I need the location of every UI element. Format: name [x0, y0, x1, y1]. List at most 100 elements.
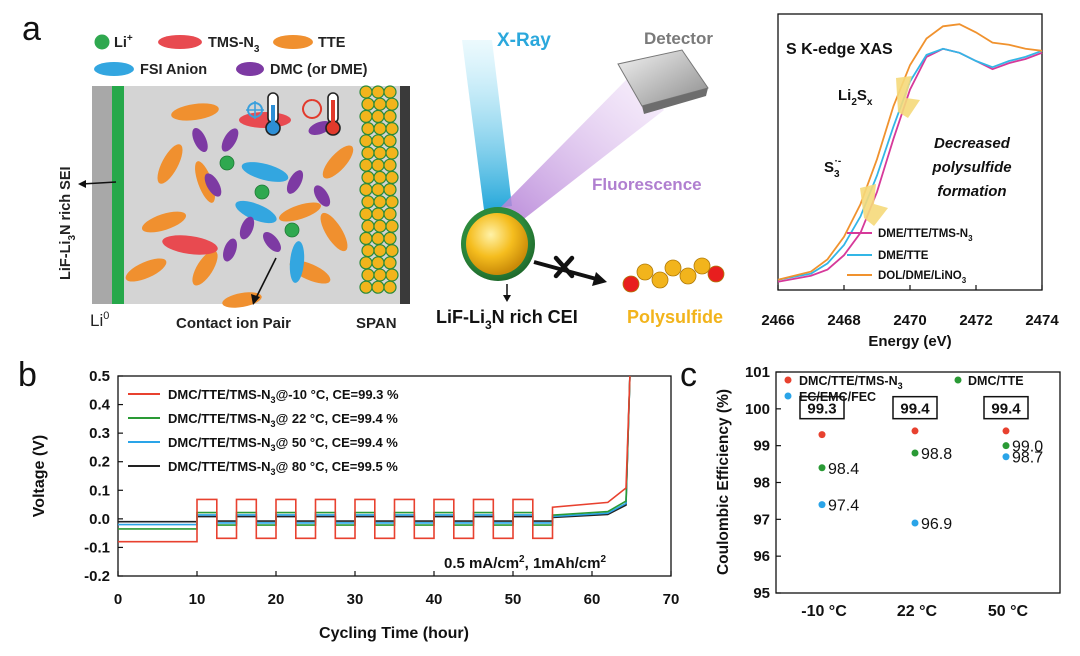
- panel-label-b: b: [18, 356, 37, 394]
- span-particle: [385, 195, 399, 209]
- voltage-xlabel: Cycling Time (hour): [319, 625, 469, 642]
- tte-molecule-icon: [273, 35, 313, 49]
- solvent-molecule: [278, 202, 322, 222]
- ce-point: [911, 449, 919, 457]
- xray-beam: [462, 40, 512, 210]
- ce-points: 99.3 99.4 99.4 98.4 98.8 99.0 97.4 96.9 98.7: [799, 395, 1043, 533]
- voltage-y-tick-label: -0.2: [84, 568, 110, 585]
- cold-thermometer-icon: [246, 92, 281, 136]
- span-particle: [371, 109, 385, 124]
- li-ion-icon: [94, 34, 110, 50]
- span-particle: [371, 256, 385, 270]
- span-label: SPAN: [356, 315, 397, 332]
- xas-legend-3: DOL/DME/LiNO3: [878, 270, 967, 285]
- span-particle: [361, 146, 375, 160]
- voltage-legend: DMC/TTE/TMS-N3@-10 °C, CE=99.3 % DMC/TTE/…: [128, 387, 399, 477]
- ce-y-tick-label: 95: [753, 585, 770, 602]
- polysulfide-label: Polysulfide: [627, 307, 723, 327]
- polysulfide-molecule: [622, 257, 725, 293]
- xray-label: X-Ray: [497, 30, 551, 51]
- xas-tick-label: 2474: [1025, 312, 1059, 329]
- span-particle: [359, 280, 373, 294]
- ce-legend-dot-3: [784, 392, 792, 400]
- ce-y-tick-label: 100: [745, 401, 770, 418]
- sei-arrowhead: [78, 180, 86, 188]
- polysulfide-atom: [679, 267, 697, 285]
- span-particle: [373, 244, 387, 258]
- solvent-molecule: [322, 145, 354, 179]
- sei-layer: [112, 86, 124, 304]
- ce-y-tick-label: 98: [753, 475, 770, 492]
- span-particle: [383, 158, 397, 172]
- polysulfide-atom: [693, 257, 711, 275]
- voltage-x-tick-label: 70: [663, 591, 680, 608]
- span-particle: [371, 231, 385, 245]
- ce-point: [1002, 427, 1010, 435]
- schematic-legend: Li+ TMS-N3 TTE FSI Anion DMC (or DME): [94, 33, 368, 78]
- ce-point: [1002, 442, 1010, 450]
- span-particle: [359, 183, 373, 197]
- ce-value-label: 99.3: [807, 401, 836, 418]
- span-particle: [385, 268, 399, 282]
- span-particle: [371, 207, 385, 221]
- voltage-ylabel: Voltage (V): [31, 435, 48, 517]
- ce-point: [818, 431, 826, 439]
- voltage-x-tick-label: 20: [268, 591, 285, 608]
- fluorescence-beam: [500, 78, 664, 222]
- polysulfide-atom: [707, 265, 725, 283]
- span-particle: [371, 280, 385, 294]
- span-particle: [373, 146, 387, 160]
- ce-value-box: [983, 395, 1029, 420]
- legend-tte: TTE: [318, 35, 346, 51]
- voltage-y-tick-label: 0.4: [89, 397, 111, 414]
- xas-tick-label: 2470: [893, 312, 926, 329]
- xas-tick-label: 2468: [827, 312, 860, 329]
- span-particle: [383, 134, 397, 148]
- xas-x-ticks: 2466 2468 2470 2472 2474: [761, 285, 1059, 329]
- span-particle: [373, 268, 387, 282]
- voltage-x-tick-label: 60: [584, 591, 601, 608]
- ce-value-label: 99.4: [900, 401, 930, 418]
- voltage-line: [118, 375, 631, 543]
- span-particle: [383, 231, 397, 245]
- span-particle: [361, 244, 375, 258]
- s3-annotation: S3·-: [824, 156, 841, 180]
- ce-value-label: 98.7: [1012, 450, 1043, 467]
- li-ion: [284, 222, 300, 238]
- span-particle: [361, 122, 375, 136]
- panel-label-c: c: [680, 356, 697, 394]
- solvent-molecule: [239, 216, 255, 240]
- voltage-legend-item: DMC/TTE/TMS-N3@-10 °C, CE=99.3 %: [168, 387, 399, 405]
- span-particle: [385, 146, 399, 160]
- solvent-molecule: [235, 200, 277, 224]
- detector-icon: [617, 49, 709, 114]
- ce-value-label: 96.9: [921, 516, 952, 533]
- xas-title: S K-edge XAS: [786, 41, 893, 58]
- xas-xlabel: Energy (eV): [868, 333, 951, 350]
- li2sx-annotation: Li2Sx: [838, 87, 873, 108]
- ce-x-ticks: -10 °C 22 °C 50 °C: [801, 603, 1028, 620]
- voltage-y-tick-label: 0.0: [89, 511, 110, 528]
- voltage-y-tick-label: 0.5: [89, 368, 110, 385]
- dmc-molecule-icon: [236, 62, 264, 76]
- voltage-y-tick-label: 0.1: [89, 482, 110, 499]
- ce-x-tick-label: -10 °C: [801, 603, 847, 620]
- solvent-molecule: [162, 235, 218, 255]
- legend-dmc: DMC (or DME): [270, 62, 368, 78]
- tms-molecule-icon: [158, 35, 202, 49]
- span-particle: [359, 207, 373, 221]
- solvent-molecule: [195, 161, 215, 203]
- solvent-molecule: [192, 127, 208, 153]
- span-particle: [361, 219, 375, 233]
- contact-arrowhead: [251, 294, 260, 305]
- voltage-line: [118, 375, 631, 526]
- electrolyte-box: [92, 85, 410, 308]
- span-particle: [359, 109, 373, 124]
- voltage-chart: 0.5 0.4 0.3 0.2 0.1 0.0 -0.1 -0.2 0 10 20 30 40 50 60…: [31, 368, 679, 642]
- xas-tick-label: 2472: [959, 312, 992, 329]
- polysulfide-atom: [622, 275, 640, 293]
- voltage-legend-item: DMC/TTE/TMS-N3@ 50 °C, CE=99.4 %: [168, 435, 398, 453]
- ce-point: [911, 519, 919, 527]
- blocked-arrowhead: [592, 272, 607, 286]
